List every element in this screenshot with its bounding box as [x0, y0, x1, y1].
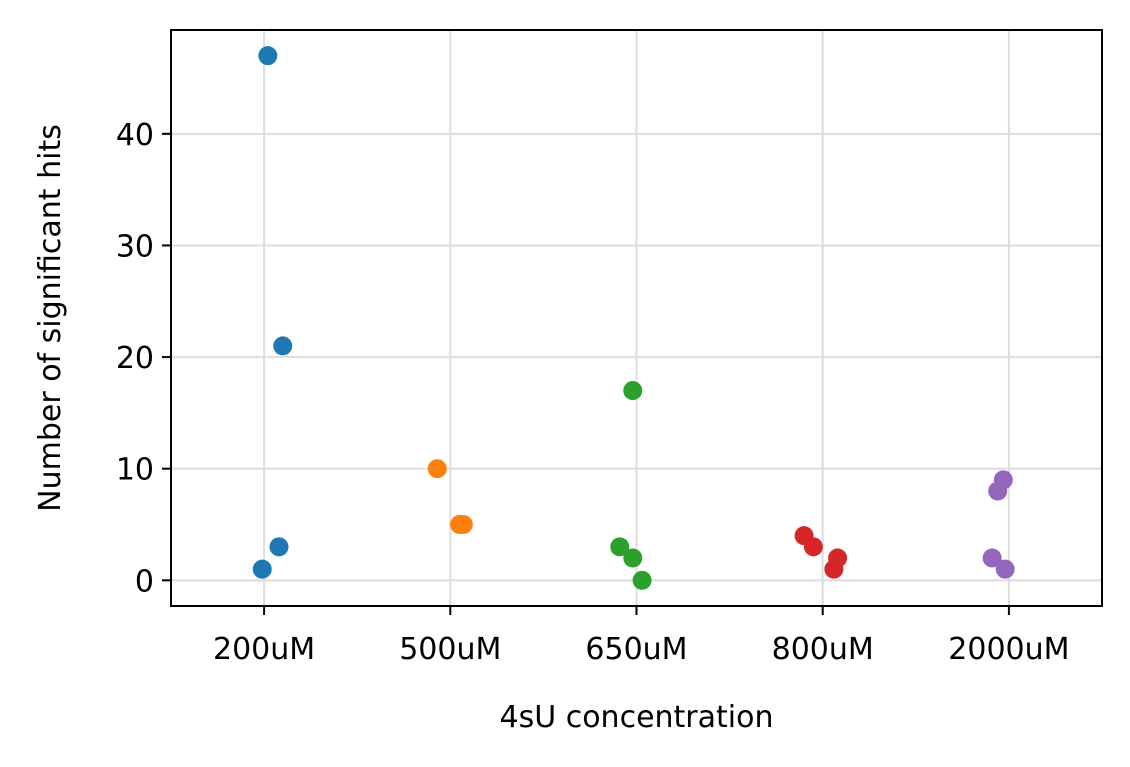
- y-tick-label: 0: [135, 564, 154, 599]
- data-point: [803, 537, 823, 557]
- y-tick-label: 30: [116, 229, 154, 264]
- y-axis-title: Number of significant hits: [33, 124, 68, 512]
- data-point: [258, 46, 278, 66]
- y-tick-label: 10: [116, 453, 154, 488]
- points-layer: [252, 46, 1015, 590]
- x-tick-label: 2000uM: [948, 632, 1069, 667]
- data-point: [610, 537, 630, 557]
- x-axis-title: 4sU concentration: [500, 700, 774, 735]
- data-point: [453, 515, 473, 535]
- y-tick-label: 40: [116, 118, 154, 153]
- data-point: [982, 548, 1002, 568]
- data-point: [995, 559, 1015, 579]
- x-tick-label: 500uM: [399, 632, 501, 667]
- data-point: [632, 570, 652, 590]
- data-point: [988, 481, 1008, 501]
- data-point: [269, 537, 289, 557]
- data-point: [252, 559, 272, 579]
- data-point: [273, 336, 293, 356]
- data-point: [623, 381, 643, 401]
- data-point: [824, 559, 844, 579]
- x-tick-label: 650uM: [585, 632, 687, 667]
- x-tick-label: 200uM: [213, 632, 315, 667]
- ticks-layer: 200uM 500uM 650uM 800uM 2000uM 0 10 20 30 40: [116, 118, 1070, 667]
- data-point: [427, 459, 447, 479]
- data-point: [623, 548, 643, 568]
- y-tick-label: 20: [116, 341, 154, 376]
- x-tick-label: 800uM: [772, 632, 874, 667]
